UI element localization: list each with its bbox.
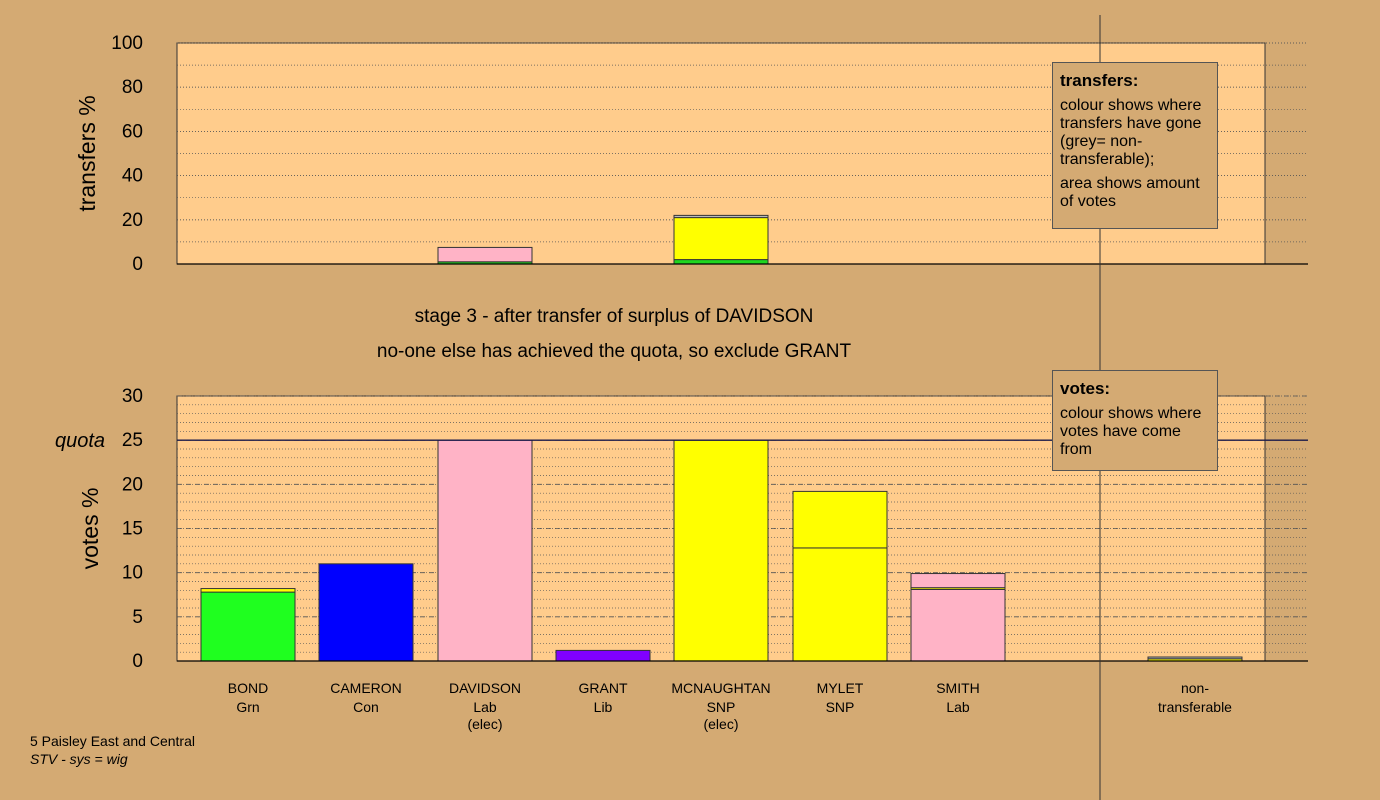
candidate-party: transferable (1158, 699, 1232, 715)
stage-action: no-one else has achieved the quota, so e… (377, 341, 852, 362)
transfers-legend-text-1: colour shows where transfers have gone (… (1060, 97, 1202, 168)
candidate-name: BOND (228, 680, 268, 696)
transfers-y-tick-label: 100 (111, 33, 143, 54)
votes-legend-title: votes: (1060, 379, 1111, 398)
votes-bar-segment (910, 588, 1006, 662)
candidate-name: non- (1181, 680, 1209, 696)
votes-y-tick-label: 30 (122, 386, 143, 407)
votes-legend: votes: colour shows where votes have com… (1052, 370, 1218, 471)
candidate-note: (elec) (703, 716, 738, 732)
votes-bar-segment (910, 573, 1006, 589)
votes-y-tick-label: 0 (132, 651, 143, 672)
candidate-note: (elec) (467, 716, 502, 732)
transfers-bar-segment (673, 214, 769, 219)
transfers-bar-segment (437, 246, 533, 263)
footer-constituency: 5 Paisley East and Central (30, 733, 195, 749)
candidate-name: DAVIDSON (449, 680, 521, 696)
votes-y-axis-label: votes % (77, 488, 103, 570)
votes-y-tick-label: 10 (122, 563, 143, 584)
transfers-bar-segment (673, 217, 769, 261)
candidate-party: Grn (236, 699, 259, 715)
candidate-party: Lab (946, 699, 970, 715)
transfers-y-axis-label: transfers % (74, 95, 100, 211)
votes-bar-segment (318, 563, 414, 662)
candidate-party: SNP (707, 699, 736, 715)
stage-description: stage 3 - after transfer of surplus of D… (415, 306, 814, 327)
votes-y-tick-label: 25 (122, 430, 143, 451)
votes-bar-segment (200, 591, 296, 662)
transfers-y-tick-label: 80 (122, 77, 143, 98)
transfers-legend-title: transfers: (1060, 71, 1139, 90)
transfers-legend-text-2: area shows amount of votes (1060, 175, 1200, 210)
transfers-y-tick-label: 0 (132, 254, 143, 275)
candidate-name: MYLET (817, 680, 864, 696)
votes-bar-segment (437, 439, 533, 662)
footer-system: STV - sys = wig (30, 751, 128, 767)
votes-bar-segment (673, 439, 769, 662)
votes-bar-segment (792, 490, 888, 549)
transfers-y-tick-label: 60 (122, 121, 143, 142)
votes-y-tick-label: 15 (122, 519, 143, 540)
transfers-y-tick-label: 40 (122, 166, 143, 187)
transfers-y-tick-label: 20 (122, 210, 143, 231)
candidate-party: Lab (473, 699, 497, 715)
votes-legend-text: colour shows where votes have come from (1060, 405, 1202, 458)
candidate-name: GRANT (579, 680, 628, 696)
candidate-name: MCNAUGHTAN (671, 680, 770, 696)
votes-bar-segment (792, 547, 888, 662)
votes-y-tick-label: 20 (122, 474, 143, 495)
transfers-legend: transfers: colour shows where transfers … (1052, 62, 1218, 229)
candidate-name: CAMERON (330, 680, 402, 696)
transfers-bar-segment (673, 259, 769, 265)
votes-bar-segment (555, 649, 651, 662)
candidate-party: Lib (594, 699, 613, 715)
votes-bar-segment (1147, 656, 1243, 660)
votes-y-tick-label: 5 (132, 607, 143, 628)
quota-label: quota (55, 430, 105, 452)
candidate-party: Con (353, 699, 379, 715)
candidate-party: SNP (826, 699, 855, 715)
votes-bar-segment (200, 588, 296, 593)
candidate-name: SMITH (936, 680, 980, 696)
